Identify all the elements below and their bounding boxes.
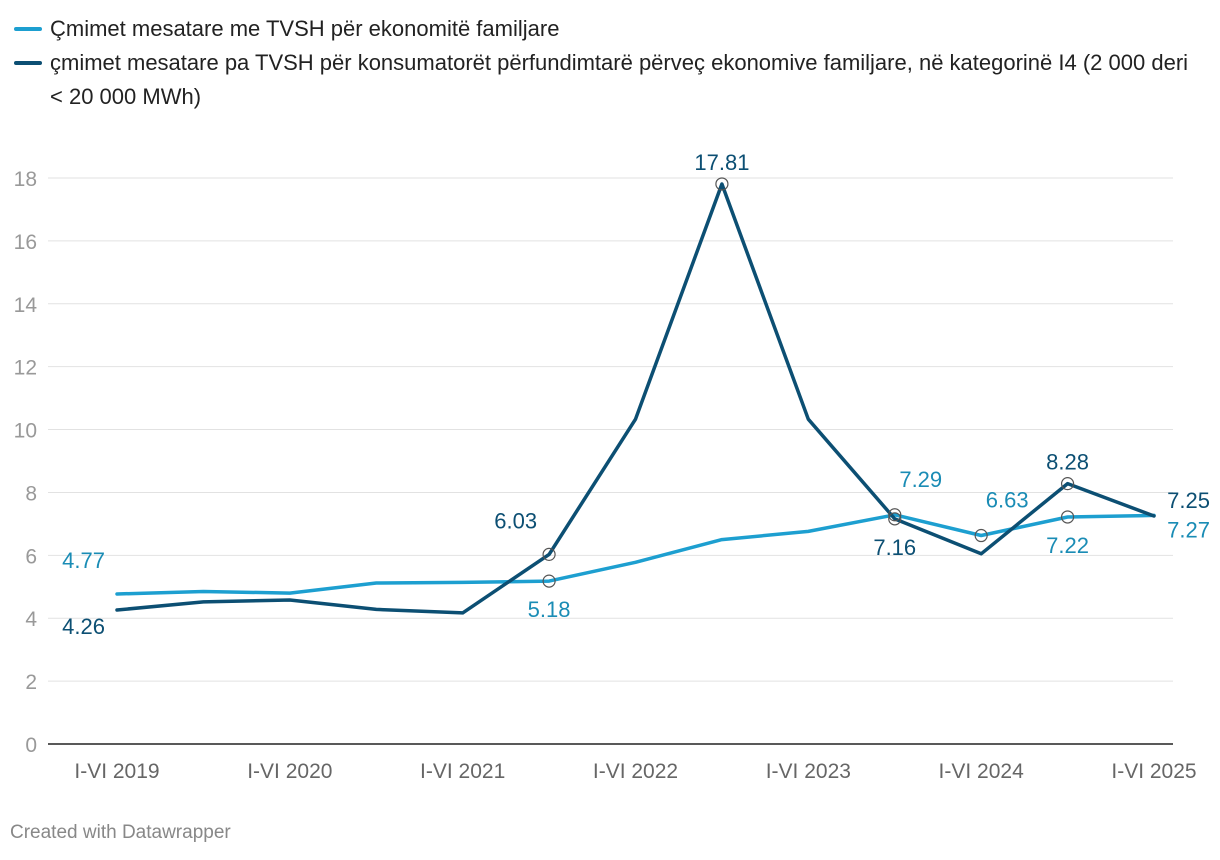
data-label: 4.77 — [62, 548, 105, 573]
series-line-0 — [115, 513, 1156, 596]
y-axis-ticks: 0 2 4 6 8 10 12 14 16 18 — [14, 168, 38, 757]
y-tick-label-12: 12 — [14, 357, 37, 380]
y-tick-label-0: 0 — [25, 734, 37, 757]
data-label: 4.26 — [62, 614, 105, 639]
y-tick-label-10: 10 — [14, 420, 37, 443]
data-label: 7.22 — [1046, 533, 1089, 558]
data-marker — [1060, 477, 1075, 491]
data-marker — [715, 177, 729, 191]
footer-credit: Created with Datawrapper — [10, 822, 231, 843]
legend-swatch-non-households — [14, 61, 42, 65]
y-tick-label-14: 14 — [14, 294, 38, 317]
data-label: 7.29 — [899, 467, 942, 492]
data-label: 17.81 — [694, 150, 749, 175]
data-labels: 4.77 5.18 7.29 6.63 7.22 7.27 4.26 6.03 17.81 7.1… — [62, 150, 1210, 639]
data-marker — [542, 547, 556, 561]
data-label: 8.28 — [1046, 450, 1089, 475]
y-tick-label-4: 4 — [25, 608, 37, 631]
series-line-1 — [115, 182, 1156, 615]
data-marker — [888, 508, 902, 522]
x-tick-label: I-VI 2024 — [939, 760, 1025, 783]
x-tick-label: I-VI 2019 — [74, 760, 159, 783]
data-marker — [888, 512, 902, 526]
data-label: 7.25 — [1167, 488, 1210, 513]
x-tick-label: I-VI 2021 — [420, 760, 505, 783]
legend-item-households: Çmimet mesatare me TVSH për ekonomitë fa… — [14, 12, 1204, 46]
data-label: 5.18 — [528, 597, 571, 622]
data-label: 6.63 — [986, 488, 1029, 513]
legend-label-non-households: çmimet mesatare pa TVSH për konsumatorët… — [50, 50, 1189, 109]
x-tick-label: I-VI 2020 — [247, 760, 332, 783]
y-tick-label-2: 2 — [25, 671, 37, 694]
grid — [48, 177, 1173, 745]
legend-item-non-households: çmimet mesatare pa TVSH për konsumatorët… — [14, 46, 1204, 114]
data-markers — [542, 177, 1075, 588]
y-tick-label-6: 6 — [25, 545, 37, 568]
x-axis-ticks: I-VI 2019 I-VI 2020 I-VI 2021 I-VI 2022 I-VI… — [74, 760, 1196, 783]
data-label: 7.27 — [1167, 517, 1210, 542]
data-label: 7.16 — [873, 535, 916, 560]
x-tick-label: I-VI 2022 — [593, 760, 678, 783]
series-lines — [115, 182, 1156, 615]
legend-swatch-households — [14, 27, 42, 31]
y-tick-label-18: 18 — [14, 168, 37, 191]
legend-label-households: Çmimet mesatare me TVSH për ekonomitë fa… — [50, 16, 560, 41]
data-marker — [974, 528, 988, 543]
data-marker — [542, 574, 556, 588]
data-label: 6.03 — [494, 508, 537, 533]
y-tick-label-8: 8 — [25, 482, 37, 505]
y-tick-label-16: 16 — [14, 231, 37, 254]
x-tick-label: I-VI 2025 — [1111, 760, 1196, 783]
legend: Çmimet mesatare me TVSH për ekonomitë fa… — [14, 12, 1204, 114]
x-tick-label: I-VI 2023 — [766, 760, 851, 783]
data-marker — [1060, 510, 1075, 524]
